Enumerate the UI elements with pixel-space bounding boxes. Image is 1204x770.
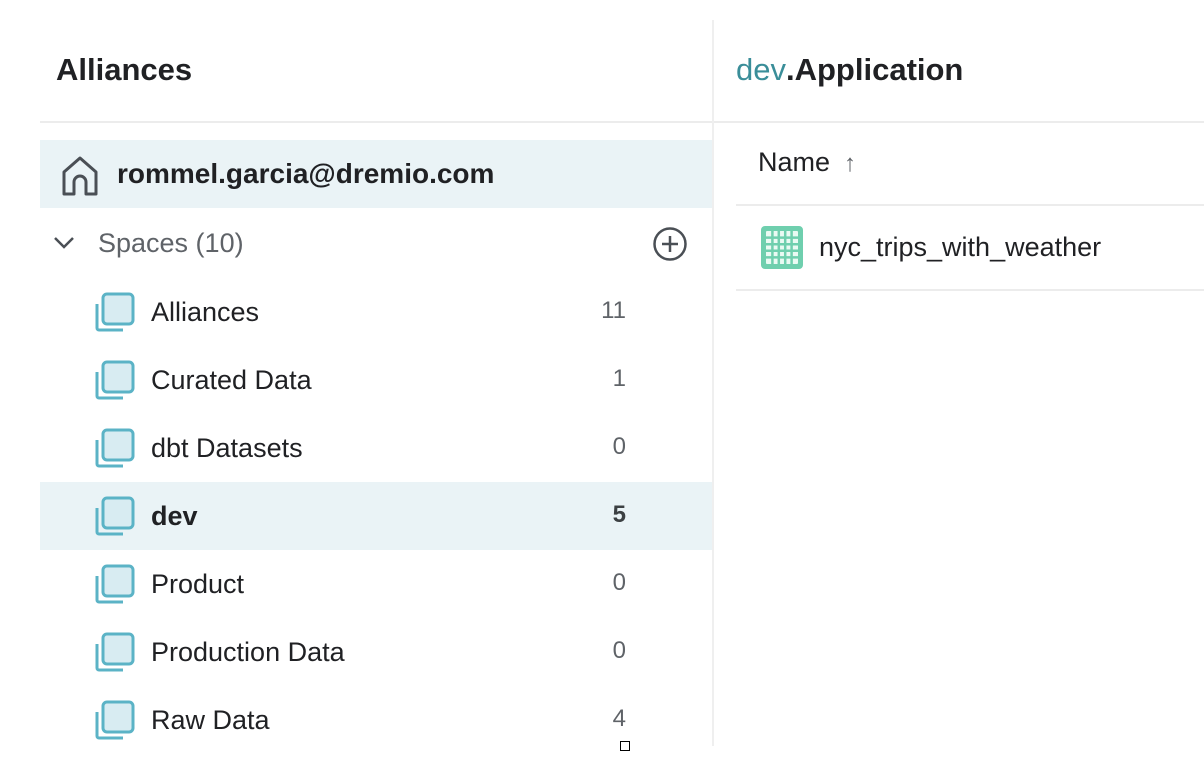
breadcrumb-parent[interactable]: dev (736, 52, 786, 87)
space-item[interactable]: Production Data 0 (40, 618, 712, 686)
chevron-down-icon[interactable] (52, 230, 76, 254)
title-text: .Application (785, 52, 964, 87)
space-label: Product (151, 569, 245, 599)
space-icon (95, 700, 135, 740)
space-count: 0 (612, 569, 626, 596)
space-label: dbt Datasets (151, 433, 303, 463)
header-divider (40, 121, 1204, 123)
space-icon (95, 632, 135, 672)
home-icon (62, 156, 98, 196)
space-icon (95, 292, 135, 332)
page-title: dev.Application (736, 52, 963, 88)
space-icon (95, 360, 135, 400)
space-label: Production Data (151, 637, 345, 667)
space-count: 1 (612, 365, 626, 392)
space-label: dev (151, 501, 198, 531)
table-dataset-icon (761, 226, 803, 269)
row-divider (736, 204, 1204, 206)
space-item[interactable]: Product 0 (40, 550, 712, 618)
row-divider (736, 289, 1204, 291)
space-icon (95, 496, 135, 536)
plus-circle-icon[interactable] (652, 226, 688, 262)
space-count: 0 (612, 637, 626, 664)
space-count: 0 (612, 433, 626, 460)
spaces-header[interactable]: Spaces (10) (40, 212, 712, 276)
arrow-up-icon: ↑ (844, 150, 857, 177)
space-icon (95, 428, 135, 468)
dataset-name: nyc_trips_with_weather (819, 232, 1102, 262)
space-item[interactable]: dbt Datasets 0 (40, 414, 712, 482)
panel-divider (712, 20, 714, 746)
space-count: 5 (612, 501, 626, 528)
column-header-label: Name (758, 147, 831, 177)
space-label: Raw Data (151, 705, 270, 735)
space-icon (95, 564, 135, 604)
panel-title: Alliances (56, 52, 193, 87)
home-label: rommel.garcia@dremio.com (117, 158, 495, 189)
space-item[interactable]: Curated Data 1 (40, 346, 712, 414)
home-space-item[interactable]: rommel.garcia@dremio.com (40, 140, 712, 208)
space-label: Alliances (151, 297, 260, 327)
space-item[interactable]: Alliances 11 (40, 278, 712, 346)
space-item[interactable]: Raw Data 4 (40, 686, 712, 754)
cursor-marker (620, 741, 630, 751)
table-row[interactable]: nyc_trips_with_weather (736, 206, 1204, 290)
space-label: Curated Data (151, 365, 312, 395)
space-item[interactable]: dev 5 (40, 482, 712, 550)
spaces-label: Spaces (10) (98, 228, 244, 258)
space-count: 11 (601, 297, 626, 324)
column-header-name[interactable]: Name ↑ (758, 147, 856, 178)
space-count: 4 (612, 705, 626, 732)
